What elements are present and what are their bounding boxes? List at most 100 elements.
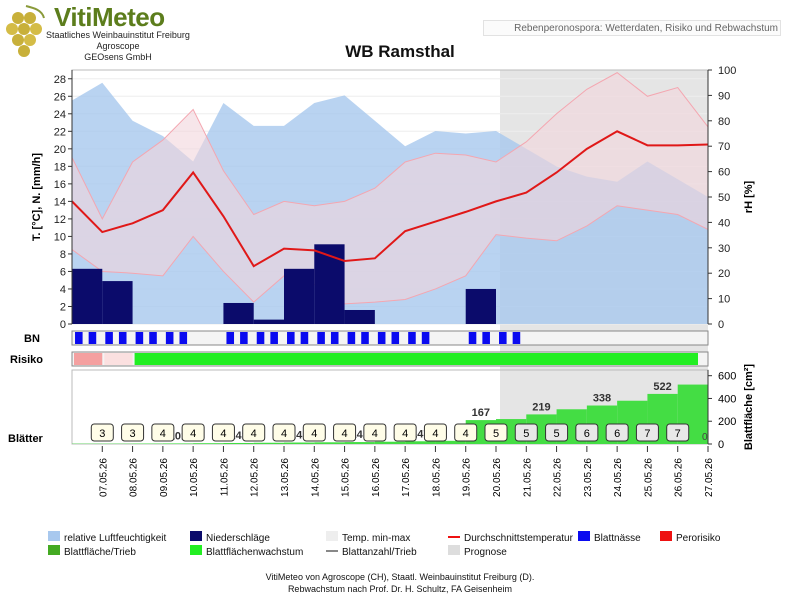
y-tick-label-left: 10: [54, 231, 66, 243]
leaf-area-value-label: 522: [653, 381, 671, 393]
x-tick-label: 22.05.26: [553, 458, 564, 497]
leaf-wetness-mark: [347, 332, 356, 344]
leaf-count-box: [363, 423, 387, 442]
leaf-wetness-mark: [361, 332, 369, 344]
leaf-area-bar: [162, 443, 194, 444]
vitimeteo-logo-grapes: [6, 5, 45, 57]
x-tick-label: 18.05.26: [431, 458, 442, 497]
leaf-count-box: [454, 423, 478, 442]
legend-item-blattfläche-trieb-swatch: [48, 545, 60, 555]
y-tick-label-left: 6: [60, 266, 66, 278]
leaf-count-label: 4: [190, 428, 196, 440]
leaf-wetness-mark: [135, 332, 144, 344]
temp-max-line: [71, 72, 709, 220]
leaf-wetness-mark: [88, 332, 97, 344]
precip-bar: [314, 244, 345, 324]
leaf-count-label: 4: [463, 428, 469, 440]
leaf-wetness-mark: [391, 332, 400, 344]
leaf-count-label: 6: [614, 428, 620, 440]
x-tick-label: 23.05.26: [583, 458, 594, 497]
legend-item-niederschläge-swatch: [190, 531, 202, 541]
leaf-count-label: 5: [554, 428, 560, 440]
leaf-wetness-mark: [317, 332, 325, 344]
legend-item-prognose-swatch: [448, 545, 460, 555]
risk-segment: [104, 353, 133, 365]
x-tick-label: 12.05.26: [250, 458, 261, 497]
leaf-count-box: [484, 423, 508, 442]
legend-item-durchschnittstemperatur: Durchschnittstemperatur: [464, 533, 574, 544]
legend-item-temp-min-max-swatch: [326, 531, 338, 541]
leaf-wetness-mark: [179, 332, 188, 344]
leaf-count-label: 4: [432, 428, 438, 440]
legend: relative Luftfeuchtigkeit Niederschläge Te…: [48, 531, 721, 558]
x-tick-label: 13.05.26: [280, 458, 291, 497]
leaf-area-value-label: 338: [593, 393, 611, 405]
leaf-wetness-mark: [421, 332, 430, 344]
leaf-count-label: 4: [281, 428, 287, 440]
leaf-count-box: [90, 423, 114, 442]
logo-line-geosens: GEOsens GmbH: [84, 52, 152, 62]
risk-segment: [74, 353, 103, 365]
row-label-bn: BN: [24, 333, 40, 345]
precip-bar: [253, 319, 284, 324]
leaf-wetness-mark: [482, 332, 490, 344]
leaf-area-bar: [193, 443, 224, 444]
y-tick-label-right: 80: [718, 116, 730, 128]
leaf-count-label: 4: [311, 428, 317, 440]
chart-subtitle: Rebenperonospora: Wetterdaten, Risiko un…: [483, 20, 781, 36]
row-label-risiko: Risiko: [10, 354, 43, 366]
leaf-count-box: [423, 423, 447, 442]
precip-bar: [72, 268, 103, 324]
leaf-wetness-mark: [105, 332, 113, 344]
y-tick-label-right: 30: [718, 243, 730, 255]
leaf-count-label: 4: [220, 428, 226, 440]
leaf-area-bar: [344, 442, 375, 444]
logo-line-agroscope: Agroscope: [96, 41, 140, 51]
leaf-count-box: [666, 423, 690, 442]
legend-item-relative-luftfeuchtigkeit-swatch: [48, 531, 60, 541]
leaf-area-value-label: 167: [472, 407, 490, 419]
x-tick-label: 21.05.26: [522, 458, 533, 497]
x-tick-label: 26.05.26: [674, 458, 685, 497]
precip-bar: [223, 302, 254, 324]
legend-item-blattflächenwachstum-swatch: [190, 545, 202, 555]
legend-item-blattfläche-trieb: Blattfläche/Trieb: [64, 547, 136, 558]
logo-line-institute: Staatliches Weinbauinstitut Freiburg: [46, 30, 190, 40]
precip-bar: [102, 281, 133, 324]
x-tick-label: 10.05.26: [189, 458, 200, 497]
leaf-wetness-mark: [300, 332, 309, 344]
legend-item-blattnässe-swatch: [578, 531, 590, 541]
leaf-area-bar: [374, 441, 406, 444]
leaf-axis-tick-label: 0: [718, 439, 724, 451]
temp-avg-line: [71, 130, 709, 268]
leaf-wetness-mark: [240, 332, 248, 344]
leaf-wetness-mark: [377, 332, 386, 344]
footer-line-2: Rebwachstum nach Prof. Dr. H. Schultz, F…: [287, 584, 513, 594]
legend-item-relative-luftfeuchtigkeit: relative Luftfeuchtigkeit: [64, 533, 167, 544]
leaf-count-box: [242, 423, 266, 442]
x-tick-label: 09.05.26: [159, 458, 170, 497]
x-tick-label: 16.05.26: [371, 458, 382, 497]
y-tick-label-left: 26: [54, 91, 66, 103]
leaf-wetness-mark: [149, 332, 157, 344]
leaf-count-box: [151, 423, 175, 442]
leaf-count-label: 4: [251, 428, 257, 440]
precip-bar: [344, 309, 375, 324]
leaf-wetness-mark: [512, 332, 521, 344]
leaf-count-label: 3: [99, 428, 105, 440]
leaf-count-box: [635, 423, 659, 442]
y-tick-label-left: 14: [54, 196, 66, 208]
leaf-count-box: [272, 423, 296, 442]
leaf-area-bar: [253, 442, 284, 444]
leaf-wetness-mark: [270, 332, 278, 344]
y-axis-label-left: T. [°C], N. [mm/h]: [31, 153, 43, 241]
leaf-area-bar: [435, 440, 466, 444]
leaf-wetness-mark: [468, 332, 477, 344]
x-tick-label: 27.05.26: [704, 458, 715, 497]
leaf-wetness-mark: [408, 332, 416, 344]
y-tick-label-left: 18: [54, 161, 66, 173]
leaf-axis-tick-label: 200: [718, 416, 736, 428]
leaf-count-label: 5: [523, 428, 529, 440]
x-tick-label: 19.05.26: [462, 458, 473, 497]
precip-bar: [465, 288, 496, 324]
